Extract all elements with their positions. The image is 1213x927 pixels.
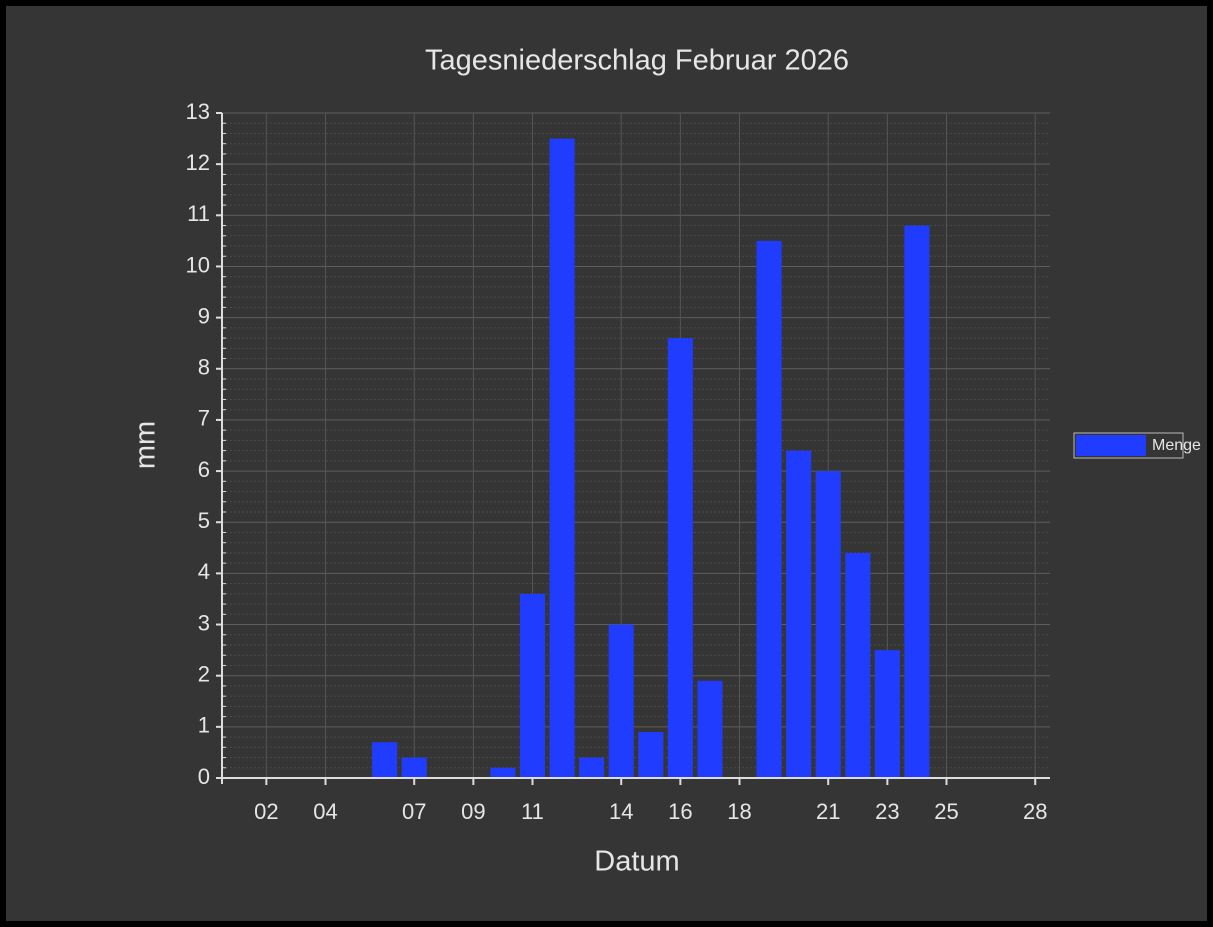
bar bbox=[519, 593, 546, 778]
bar bbox=[697, 680, 723, 778]
bar bbox=[786, 450, 812, 778]
y-tick-label: 2 bbox=[198, 662, 210, 687]
bar bbox=[874, 650, 900, 778]
y-tick-label: 3 bbox=[198, 610, 210, 635]
y-tick-label: 4 bbox=[198, 559, 210, 584]
x-tick-label: 14 bbox=[609, 799, 633, 824]
x-tick-label: 18 bbox=[727, 799, 751, 824]
bar bbox=[638, 731, 664, 778]
y-tick-label: 9 bbox=[198, 303, 210, 328]
x-axis-label: Datum bbox=[594, 846, 679, 878]
y-tick-label: 6 bbox=[198, 457, 210, 482]
y-tick-label: 7 bbox=[198, 406, 210, 431]
legend-swatch bbox=[1076, 435, 1146, 456]
y-tick-label: 13 bbox=[186, 99, 210, 124]
bar bbox=[549, 138, 575, 779]
y-tick-label: 8 bbox=[198, 355, 210, 380]
x-tick-label: 04 bbox=[313, 799, 337, 824]
bar bbox=[904, 225, 930, 779]
bar bbox=[756, 240, 782, 778]
x-tick-label: 07 bbox=[402, 799, 426, 824]
x-tick-label: 11 bbox=[521, 799, 544, 824]
x-tick-label: 21 bbox=[816, 799, 840, 824]
y-tick-label: 5 bbox=[198, 508, 210, 533]
x-tick-label: 09 bbox=[461, 799, 485, 824]
y-tick-label: 12 bbox=[186, 150, 210, 175]
bar bbox=[845, 552, 871, 778]
bar bbox=[579, 757, 605, 778]
x-tick-label: 28 bbox=[1023, 799, 1047, 824]
bar bbox=[490, 767, 516, 778]
background bbox=[6, 6, 1207, 921]
chart-title: Tagesniederschlag Februar 2026 bbox=[425, 45, 849, 77]
y-axis-label: mm bbox=[130, 421, 162, 469]
x-tick-label: 16 bbox=[668, 799, 692, 824]
x-tick-label: 25 bbox=[934, 799, 958, 824]
bar bbox=[815, 471, 841, 778]
bar bbox=[608, 624, 634, 778]
y-tick-label: 1 bbox=[198, 713, 210, 738]
bar bbox=[372, 742, 398, 778]
x-tick-label: 23 bbox=[875, 799, 899, 824]
y-tick-label: 0 bbox=[198, 764, 210, 789]
legend-label: Menge bbox=[1152, 437, 1201, 454]
bar bbox=[401, 757, 427, 778]
bar bbox=[667, 338, 693, 778]
x-tick-label: 02 bbox=[254, 799, 278, 824]
y-tick-label: 10 bbox=[186, 252, 210, 277]
y-tick-label: 11 bbox=[187, 201, 210, 226]
